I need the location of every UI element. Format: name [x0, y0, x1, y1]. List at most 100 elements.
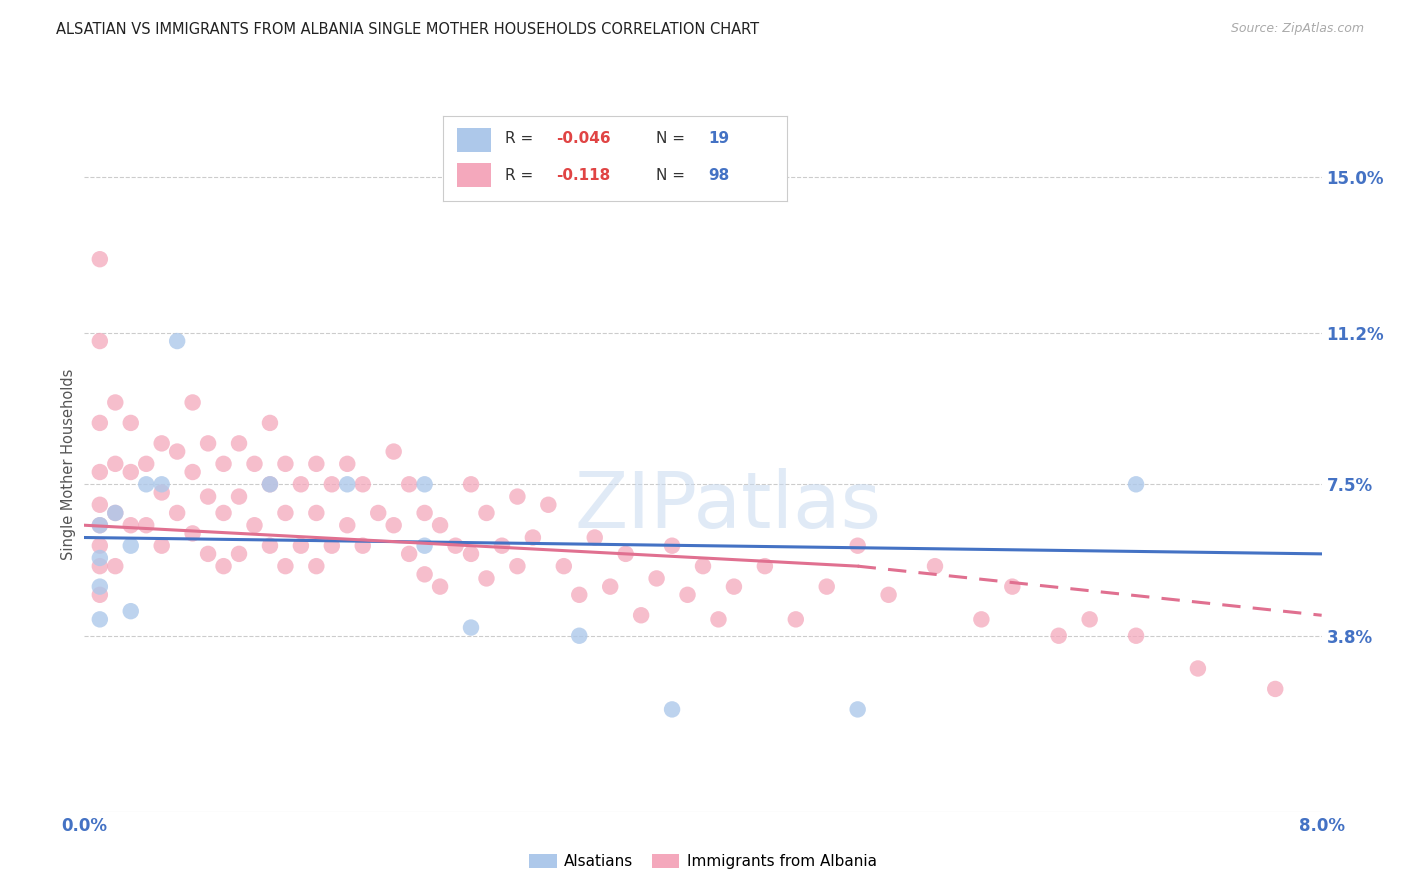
Point — [491, 539, 513, 553]
Point — [846, 702, 869, 716]
Point — [382, 444, 405, 458]
Point — [228, 490, 250, 504]
Point — [785, 612, 807, 626]
Point — [645, 571, 668, 585]
Point — [89, 252, 111, 267]
Point — [413, 506, 436, 520]
Point — [104, 506, 127, 520]
Point — [568, 629, 591, 643]
Text: 98: 98 — [709, 168, 730, 183]
Point — [89, 498, 111, 512]
Point — [243, 518, 266, 533]
Point — [1187, 661, 1209, 675]
Point — [568, 588, 591, 602]
Point — [336, 477, 359, 491]
Point — [460, 477, 482, 491]
Point — [506, 490, 529, 504]
Text: Source: ZipAtlas.com: Source: ZipAtlas.com — [1230, 22, 1364, 36]
Point — [1047, 629, 1070, 643]
Text: N =: N = — [657, 131, 690, 146]
Point — [723, 580, 745, 594]
Point — [212, 457, 235, 471]
Point — [661, 702, 683, 716]
Point — [924, 559, 946, 574]
Point — [120, 539, 142, 553]
Point — [305, 457, 328, 471]
Point — [181, 526, 204, 541]
Point — [815, 580, 838, 594]
Point — [150, 436, 173, 450]
Point — [89, 612, 111, 626]
Text: ZIPatlas: ZIPatlas — [574, 467, 882, 543]
Point — [89, 539, 111, 553]
Text: 19: 19 — [709, 131, 730, 146]
Point — [166, 506, 188, 520]
Point — [429, 518, 451, 533]
Point — [166, 334, 188, 348]
Point — [104, 506, 127, 520]
Point — [290, 477, 312, 491]
Point — [181, 465, 204, 479]
Point — [135, 518, 157, 533]
Text: ALSATIAN VS IMMIGRANTS FROM ALBANIA SINGLE MOTHER HOUSEHOLDS CORRELATION CHART: ALSATIAN VS IMMIGRANTS FROM ALBANIA SING… — [56, 22, 759, 37]
Text: -0.118: -0.118 — [557, 168, 610, 183]
Point — [259, 477, 281, 491]
Point — [475, 506, 498, 520]
Point — [181, 395, 204, 409]
Point — [367, 506, 389, 520]
Point — [89, 580, 111, 594]
Point — [89, 334, 111, 348]
Text: N =: N = — [657, 168, 690, 183]
Point — [135, 457, 157, 471]
Legend: Alsatians, Immigrants from Albania: Alsatians, Immigrants from Albania — [523, 847, 883, 875]
Point — [104, 457, 127, 471]
Point — [89, 518, 111, 533]
Point — [228, 547, 250, 561]
Point — [846, 539, 869, 553]
Point — [274, 559, 297, 574]
Point — [321, 477, 343, 491]
Point — [228, 436, 250, 450]
Point — [352, 539, 374, 553]
Point — [104, 395, 127, 409]
Point — [305, 506, 328, 520]
Point — [336, 457, 359, 471]
Y-axis label: Single Mother Households: Single Mother Households — [60, 368, 76, 559]
Point — [150, 477, 173, 491]
Point — [243, 457, 266, 471]
Text: -0.046: -0.046 — [557, 131, 612, 146]
Point — [212, 559, 235, 574]
Point — [413, 539, 436, 553]
Point — [475, 571, 498, 585]
Text: R =: R = — [505, 168, 543, 183]
Point — [522, 531, 544, 545]
Point — [197, 490, 219, 504]
Point — [150, 539, 173, 553]
Point — [1125, 629, 1147, 643]
Point — [212, 506, 235, 520]
Point — [444, 539, 467, 553]
Point — [506, 559, 529, 574]
Point — [120, 416, 142, 430]
Point — [336, 518, 359, 533]
Point — [274, 457, 297, 471]
Point — [599, 580, 621, 594]
Point — [259, 539, 281, 553]
Point — [553, 559, 575, 574]
Point — [537, 498, 560, 512]
Point — [89, 465, 111, 479]
Point — [321, 539, 343, 553]
Point — [413, 567, 436, 582]
Point — [120, 518, 142, 533]
Point — [197, 436, 219, 450]
Point — [259, 477, 281, 491]
Point — [135, 477, 157, 491]
Point — [305, 559, 328, 574]
Point — [120, 604, 142, 618]
Point — [398, 477, 420, 491]
Point — [754, 559, 776, 574]
Point — [676, 588, 699, 602]
Point — [630, 608, 652, 623]
Point — [166, 444, 188, 458]
Point — [614, 547, 637, 561]
